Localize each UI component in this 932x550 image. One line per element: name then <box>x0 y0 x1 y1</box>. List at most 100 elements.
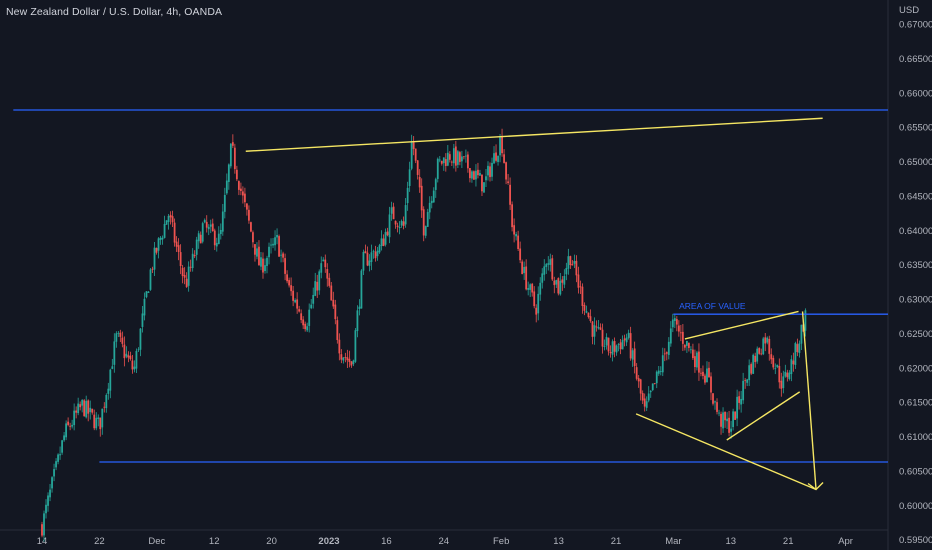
candle-body <box>569 256 572 266</box>
candle-body <box>736 396 739 419</box>
candle-body <box>47 495 49 506</box>
candle-body <box>629 333 632 359</box>
candle-body <box>426 212 429 227</box>
trend-line[interactable] <box>801 311 817 490</box>
candle-body <box>69 425 72 427</box>
candle-body <box>473 171 475 180</box>
candle-body <box>525 266 528 290</box>
x-tick-label: 2023 <box>318 536 339 547</box>
candle-body <box>418 176 421 188</box>
y-tick-label: 0.62000 <box>899 363 932 374</box>
candle-body <box>605 336 608 346</box>
candle-body <box>529 284 532 290</box>
candle-body <box>121 337 124 344</box>
candle-body <box>545 264 548 267</box>
candle-body <box>495 152 497 161</box>
candle-body <box>203 219 206 223</box>
candle-body <box>63 435 65 441</box>
candle-body <box>661 355 664 373</box>
candle-body <box>505 162 507 180</box>
candle-body <box>75 410 78 413</box>
y-tick-label: 0.66500 <box>899 54 932 65</box>
candle-body <box>111 366 114 369</box>
candle-body <box>53 469 55 477</box>
candle-body <box>268 246 270 258</box>
candle-body <box>133 366 136 370</box>
candle-body <box>298 309 301 312</box>
candle-body <box>471 171 473 179</box>
candle-body <box>207 226 210 230</box>
candle-body <box>531 283 534 293</box>
candle-body <box>456 151 459 165</box>
x-tick-label: 13 <box>553 536 564 547</box>
candle-body <box>264 265 266 272</box>
candle-body <box>527 287 530 290</box>
x-tick-label: 16 <box>381 536 392 547</box>
trend-line[interactable] <box>726 391 801 441</box>
candle-body <box>167 215 170 222</box>
candle-body <box>129 355 132 360</box>
candle-body <box>685 340 688 346</box>
candle-body <box>109 369 112 391</box>
candle-body <box>631 350 634 360</box>
candle-body <box>254 244 256 255</box>
candle-body <box>195 239 198 255</box>
candle-body <box>714 401 716 403</box>
candle-body <box>521 261 524 275</box>
candle-body <box>266 257 268 266</box>
candle-body <box>535 307 538 315</box>
candle-body <box>420 185 423 211</box>
candle-body <box>487 165 489 176</box>
candle-body <box>288 280 291 286</box>
candle-body <box>704 375 706 383</box>
candle-body <box>673 318 676 321</box>
candle-body <box>294 299 297 303</box>
candle-body <box>499 137 501 156</box>
candle-body <box>342 357 345 361</box>
candle-body <box>292 290 295 301</box>
candle-body <box>575 260 578 276</box>
y-tick-label: 0.64000 <box>899 226 932 237</box>
candle-body <box>533 291 536 307</box>
candle-body <box>553 280 556 286</box>
candle-body <box>742 380 745 401</box>
candle-body <box>93 414 96 429</box>
candle-body <box>563 275 566 285</box>
candle-body <box>746 379 749 383</box>
candle-body <box>175 241 178 247</box>
candle-body <box>360 270 363 309</box>
candle-body <box>125 353 128 357</box>
candle-body <box>655 371 658 384</box>
candle-body <box>380 238 383 246</box>
candle-body <box>503 154 505 163</box>
candle-body <box>485 176 487 181</box>
candle-body <box>573 260 576 264</box>
candle-body <box>683 345 686 348</box>
candle-body <box>276 235 278 238</box>
candle-body <box>633 348 636 367</box>
x-tick-label: 21 <box>611 536 622 547</box>
candle-body <box>440 160 443 164</box>
candle-body <box>127 355 130 358</box>
candle-body <box>336 320 339 341</box>
trend-line[interactable] <box>635 413 817 491</box>
candle-body <box>446 152 449 166</box>
candle-body <box>523 266 526 274</box>
candle-body <box>681 331 684 344</box>
candle-body <box>458 152 461 162</box>
y-tick-label: 0.65500 <box>899 123 932 134</box>
candle-body <box>344 357 347 358</box>
candle-body <box>493 153 495 164</box>
trend-line[interactable] <box>245 117 823 152</box>
y-tick-label: 0.62500 <box>899 329 932 340</box>
y-tick-label: 0.67000 <box>899 20 932 31</box>
candle-body <box>338 339 341 354</box>
trend-line[interactable] <box>684 310 799 340</box>
candle-body <box>507 181 509 183</box>
x-tick-label: Feb <box>493 536 509 547</box>
candle-body <box>601 329 604 347</box>
candle-body <box>171 216 174 223</box>
candle-body <box>43 513 45 536</box>
candle-body <box>792 360 795 365</box>
